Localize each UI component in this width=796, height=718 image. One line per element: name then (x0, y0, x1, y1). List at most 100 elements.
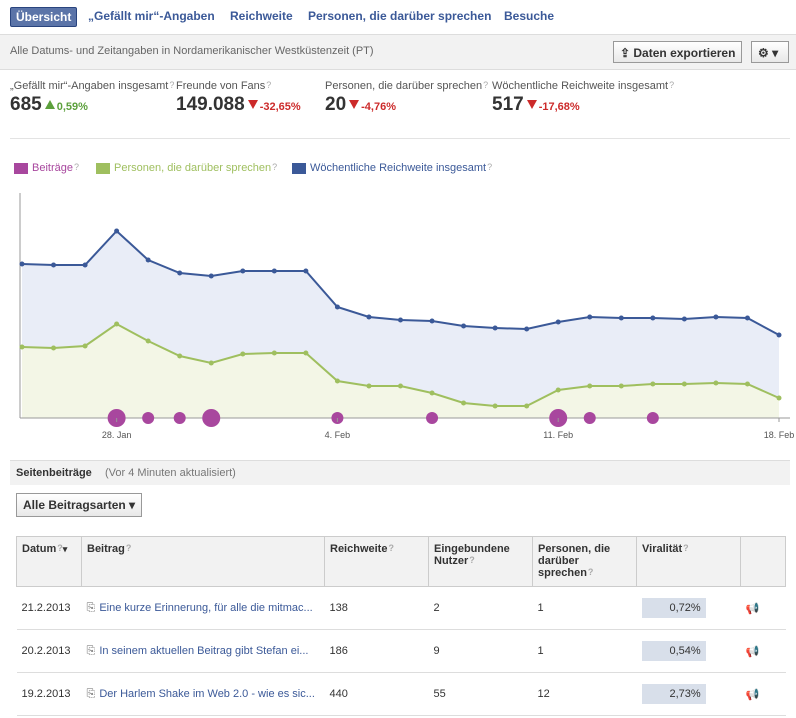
point (398, 317, 403, 323)
stat-value: 20 -4,76% (325, 94, 488, 116)
cell-text: 21.2.2013 (21, 602, 71, 614)
cell: ⎘ Der Harlem Shake im Web 2.0 - wie es si… (81, 672, 325, 716)
tab[interactable]: Übersicht (10, 7, 78, 27)
point (429, 318, 435, 324)
tab[interactable]: Besuche (504, 9, 555, 23)
help-icon: ? (587, 567, 594, 577)
point (177, 270, 183, 276)
promote-icon[interactable]: 📢 (745, 602, 760, 615)
point (240, 268, 246, 274)
column-header: Eingebundene Nutzer? (428, 536, 533, 587)
settings-button[interactable]: ⚙ ▾ (751, 41, 789, 63)
cell: 19.2.2013 (16, 672, 82, 716)
tab[interactable]: „Gefällt mir“-Angaben (88, 9, 215, 23)
point (177, 353, 183, 359)
point (461, 400, 467, 406)
stat-label: „Gefällt mir“-Angaben insgesamt? (10, 80, 174, 92)
point (429, 390, 435, 396)
virality: 0,72% (641, 598, 706, 618)
export-button[interactable]: ⇪ Daten exportieren (613, 41, 743, 63)
point (650, 315, 656, 321)
legend-item: Wöchentliche Reichweite insgesamt? (292, 162, 492, 174)
column-header (740, 536, 786, 587)
filter-dropdown[interactable]: Alle Beitragsarten ▾ (16, 493, 143, 517)
post-bubble (583, 412, 596, 424)
area (22, 324, 779, 418)
trend-arrow (44, 100, 55, 110)
point (555, 387, 561, 393)
promote-icon[interactable]: 📢 (745, 645, 760, 658)
point (114, 228, 120, 234)
post-text[interactable]: Der Harlem Shake im Web 2.0 - wie es sic… (99, 687, 315, 700)
cell: 0,72% (636, 586, 741, 630)
trend-arrow (247, 100, 258, 110)
point (303, 350, 309, 356)
promote-icon[interactable]: 📢 (745, 688, 760, 701)
point (492, 403, 498, 409)
point (618, 383, 624, 389)
cell: 9 (428, 629, 533, 673)
post-bubble (142, 412, 155, 424)
stat-label-text: Freunde von Fans (176, 80, 266, 92)
point (776, 395, 782, 401)
cell-text: 9 (433, 645, 440, 657)
help-icon: ? (73, 162, 79, 172)
point (461, 323, 467, 329)
post-text[interactable]: In seinem aktuellen Beitrag gibt Stefan … (99, 644, 309, 657)
cell: 138 (324, 586, 429, 630)
stat-number: 149.088 (176, 94, 245, 115)
post-bubble (426, 412, 439, 424)
cell-text: 138 (329, 602, 348, 614)
cell: 21.2.2013 (16, 586, 82, 630)
cell: 1 (532, 629, 637, 673)
point (744, 381, 750, 387)
sort-icon: ▾ (62, 544, 68, 554)
cell-text: 1 (537, 645, 544, 657)
row: 19.2.2013 ⎘ Der Harlem Shake im Web 2.0 - … (16, 672, 786, 716)
divider (10, 138, 790, 139)
virality: 0,54% (641, 641, 706, 661)
stat-label: Wöchentliche Reichweite insgesamt? (492, 80, 674, 92)
legend-item: Beiträge? (14, 162, 79, 174)
column-title: Personen, die darüber sprechen (538, 543, 611, 579)
stat: Personen, die darüber sprechen? 20 -4,76% (325, 80, 488, 116)
column-header: Datum?▾ (16, 536, 82, 587)
stat-change: -4,76% (361, 101, 396, 113)
post-bubble (646, 412, 659, 424)
stat-label: Freunde von Fans? (176, 80, 301, 92)
post-text[interactable]: Eine kurze Erinnerung, für alle die mitm… (99, 601, 313, 614)
point (524, 326, 530, 332)
point (366, 383, 372, 389)
trend-arrow (349, 100, 360, 110)
cell: 📢 (740, 586, 786, 630)
cell: 2,73% (636, 672, 741, 716)
column-title: Viralität (642, 543, 683, 555)
stat-number: 20 (325, 94, 347, 115)
cell: 📢 (740, 629, 786, 673)
legend-label: Wöchentliche Reichweite insgesamt (310, 162, 487, 174)
point (713, 380, 719, 386)
cell: ⎘ Eine kurze Erinnerung, für alle die mit… (81, 586, 325, 630)
row: 20.2.2013 ⎘ In seinem aktuellen Beitrag gi… (16, 629, 786, 673)
column-title: Beitrag (87, 543, 125, 555)
cell-text: 1 (537, 602, 544, 614)
legend-swatch (96, 162, 110, 174)
cell-text: 55 (433, 688, 446, 700)
tab[interactable]: Reichweite (230, 9, 293, 23)
point (145, 338, 151, 344)
legend-item: Personen, die darüber sprechen? (96, 162, 277, 174)
column-header: Beitrag? (81, 536, 325, 587)
stat-label: Personen, die darüber sprechen? (325, 80, 488, 92)
tab[interactable]: Personen, die darüber sprechen (308, 9, 492, 23)
stat: Freunde von Fans? 149.088 -32,65% (176, 80, 301, 116)
column-title: Reichweite (330, 543, 388, 555)
legend-label: Beiträge (32, 162, 73, 174)
help-icon: ? (125, 543, 132, 553)
point (240, 351, 246, 357)
column-title: Datum (22, 543, 57, 555)
cell-text: 440 (329, 688, 348, 700)
help-icon: ? (669, 80, 675, 90)
stat-number: 685 (10, 94, 42, 115)
x-tick-label: 28. Jan (102, 430, 132, 440)
